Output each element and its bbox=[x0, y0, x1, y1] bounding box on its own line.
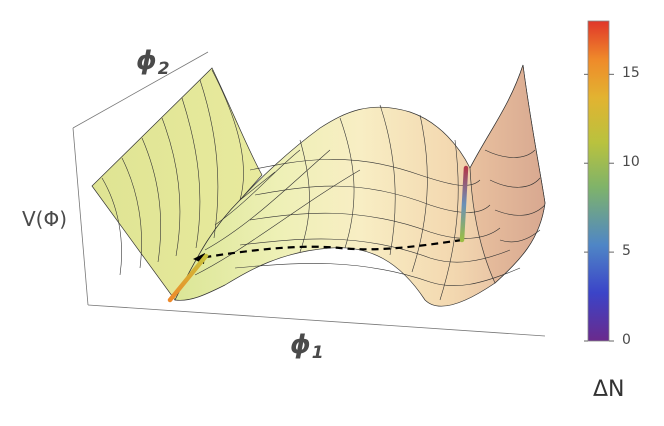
colorbar-title: ΔN bbox=[593, 377, 625, 402]
colorbar bbox=[584, 20, 614, 342]
colorbar-gradient bbox=[587, 20, 610, 342]
trajectory-dashed-path bbox=[199, 238, 463, 260]
v-axis-label: V(Φ) bbox=[22, 207, 68, 231]
colorbar-tick-label: 10 bbox=[622, 154, 640, 171]
surface-mesh bbox=[101, 69, 546, 301]
inflation-trajectory bbox=[167, 165, 469, 303]
phi2-axis-label: ϕ2 bbox=[136, 46, 170, 79]
colorbar-ticks bbox=[584, 73, 614, 342]
phi1-axis-label: ϕ1 bbox=[290, 330, 324, 363]
bounding-box bbox=[72, 51, 546, 337]
surface-right-wall bbox=[469, 64, 546, 284]
colorbar-tick-label: 0 bbox=[622, 332, 631, 348]
trajectory-left-segment bbox=[167, 253, 209, 303]
trajectory-right-segment bbox=[459, 165, 469, 243]
colorbar-tick-label: 15 bbox=[622, 65, 640, 82]
colorbar-tick-label: 5 bbox=[622, 243, 631, 260]
